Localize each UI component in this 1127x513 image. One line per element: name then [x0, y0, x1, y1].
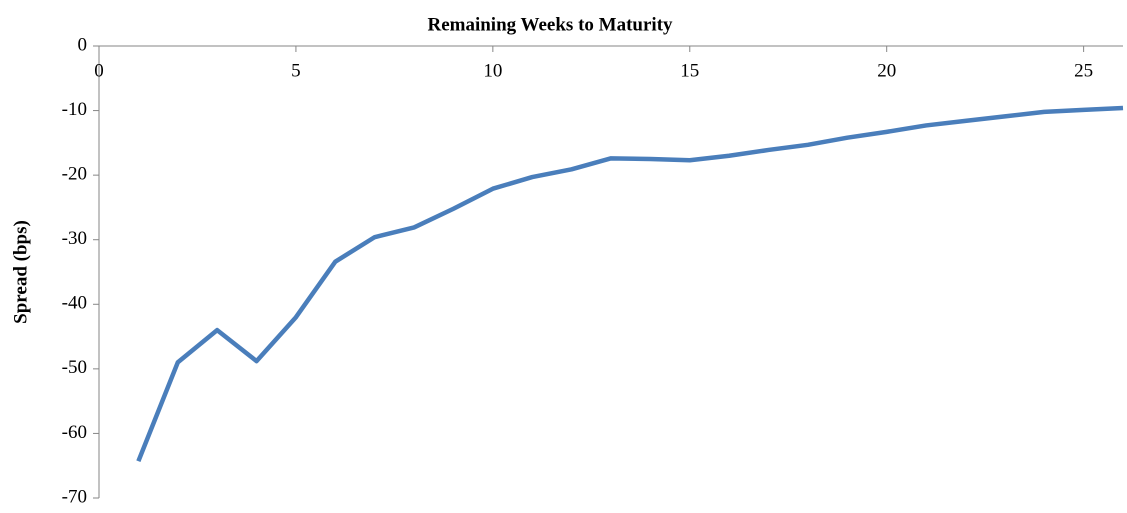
y-tick-label: -10: [62, 99, 87, 120]
x-tick-label: 20: [877, 60, 896, 81]
chart-title: Remaining Weeks to Maturity: [427, 14, 673, 35]
y-tick-label: -40: [62, 293, 87, 314]
y-tick-label: -60: [62, 422, 87, 443]
data-line: [136, 105, 1124, 463]
x-tick-label: 0: [94, 60, 104, 81]
y-tick-label: -50: [62, 357, 87, 378]
y-tick-label: 0: [78, 34, 88, 55]
x-tick-label: 10: [483, 60, 502, 81]
y-tick-label: -70: [62, 486, 87, 507]
y-tick-label: -20: [62, 164, 87, 185]
y-axis-label: Spread (bps): [10, 220, 31, 324]
x-tick-label: 5: [291, 60, 301, 81]
x-tick-label: 15: [680, 60, 699, 81]
y-tick-label: -30: [62, 228, 87, 249]
x-tick-label: 25: [1074, 60, 1093, 81]
